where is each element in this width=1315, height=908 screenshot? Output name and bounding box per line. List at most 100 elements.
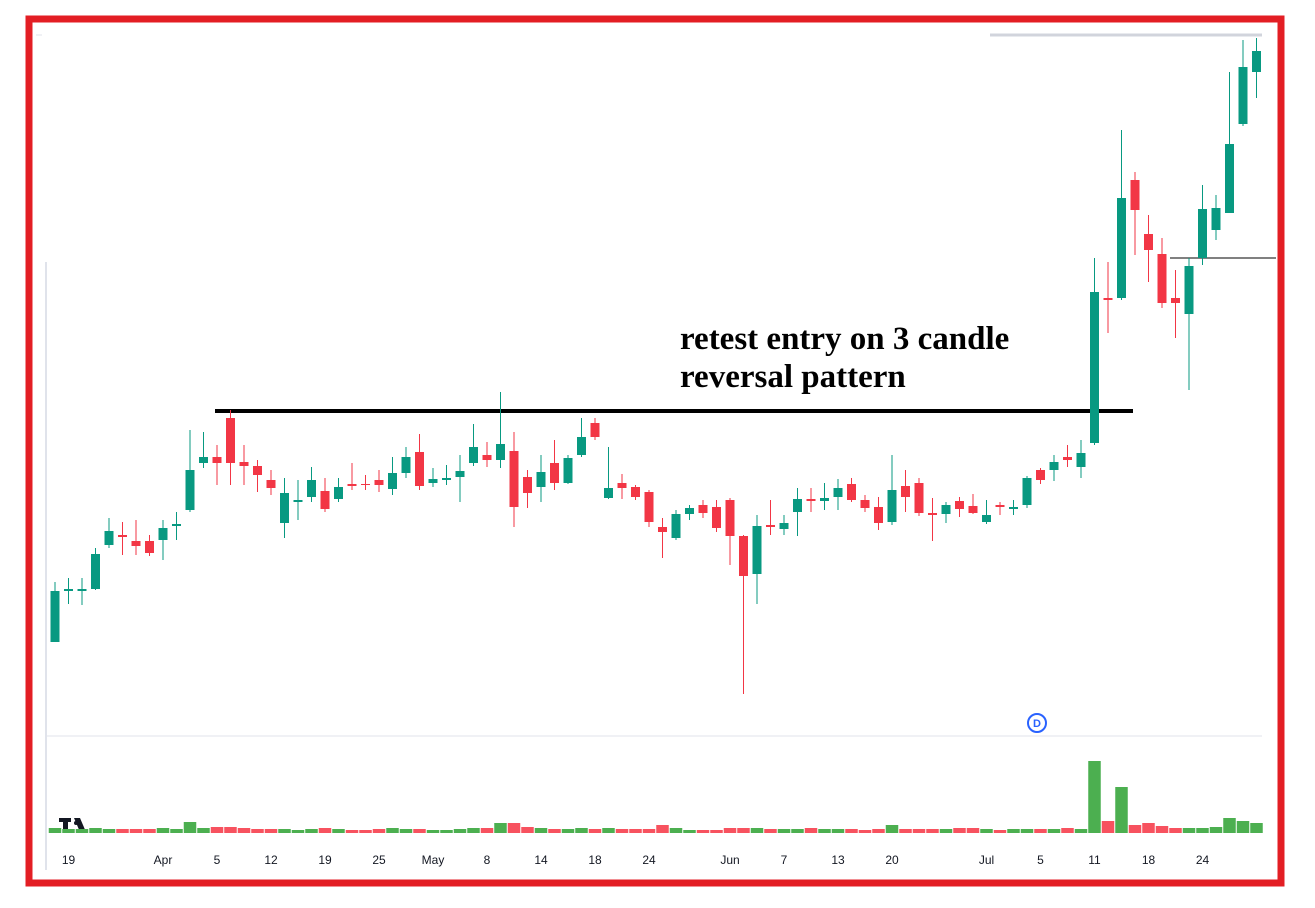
dividend-marker[interactable] <box>1027 713 1047 733</box>
candle-body <box>1117 198 1126 298</box>
volume-bar <box>345 830 359 833</box>
x-tick-label: 13 <box>831 853 845 867</box>
volume-bar <box>966 828 980 833</box>
volume-bar <box>575 828 588 833</box>
volume-bar <box>372 829 386 833</box>
candle-body <box>928 513 937 515</box>
candle-body <box>1022 478 1032 505</box>
volume-bar <box>480 828 494 833</box>
candle-body <box>469 447 478 463</box>
candle-body <box>104 531 114 545</box>
x-tick-label: 7 <box>781 853 788 867</box>
x-tick-label: 11 <box>1088 853 1101 867</box>
volume-bar <box>1007 829 1020 833</box>
candle-body <box>91 554 100 589</box>
volume-bar <box>845 829 858 833</box>
volume-bar <box>116 829 129 833</box>
volume-bar <box>156 828 170 833</box>
volume-bar <box>507 823 521 833</box>
volume-bar <box>669 828 683 833</box>
candle-body <box>50 591 60 642</box>
volume-bar <box>521 827 534 833</box>
annotation-line: retest entry on 3 candle <box>680 321 1009 357</box>
volume-bar <box>386 828 399 833</box>
candle-body <box>77 589 87 591</box>
candle-body <box>820 498 829 501</box>
candle-body <box>307 480 316 497</box>
volume-bar <box>305 829 318 833</box>
candle-body <box>941 505 951 514</box>
volume-bar <box>278 829 291 833</box>
candle-body <box>604 488 613 498</box>
candle-body <box>982 515 991 522</box>
candle-body <box>482 455 492 460</box>
candle-body <box>1103 298 1113 300</box>
candle-body <box>1157 254 1167 303</box>
candle-body <box>536 472 546 487</box>
volume-bar <box>1128 825 1142 833</box>
candle-body <box>145 541 154 553</box>
candle-body <box>320 491 330 509</box>
candle-body <box>523 477 532 493</box>
candle-body <box>685 508 694 514</box>
x-tick-label: 12 <box>264 853 278 867</box>
x-tick-label: 19 <box>62 853 76 867</box>
volume-bar <box>89 828 102 833</box>
candle-body <box>455 471 465 477</box>
volume-bar <box>1034 829 1047 833</box>
volume-bar <box>129 829 143 833</box>
candle-body <box>847 484 856 500</box>
x-tick-label: 24 <box>642 853 656 867</box>
candle-body <box>64 589 73 591</box>
candle-body <box>334 487 343 499</box>
volume-bar <box>750 828 764 833</box>
annotation-line: reversal pattern <box>680 359 906 395</box>
dividend-marker-label: D <box>1033 718 1041 730</box>
candle-body <box>1252 51 1261 72</box>
candle-body <box>118 535 127 537</box>
volume-bar <box>183 822 197 833</box>
volume-bar <box>912 829 926 833</box>
x-tick-label: Jun <box>720 853 739 867</box>
candle-body <box>914 483 924 513</box>
candle-body <box>131 541 141 546</box>
x-tick-label: 20 <box>885 853 899 867</box>
x-tick-label: 18 <box>588 853 602 867</box>
logo <box>59 818 86 832</box>
candle-body <box>617 483 627 488</box>
volume-bar <box>399 829 413 833</box>
volume-bar <box>723 828 737 833</box>
candle-body <box>860 500 870 508</box>
volume-bar <box>804 828 818 833</box>
volume-bar <box>143 829 156 833</box>
volume-bar <box>1101 821 1115 833</box>
candle-body <box>442 478 451 480</box>
volume-bar <box>602 828 615 833</box>
candle-body <box>158 528 168 540</box>
volume-bar <box>48 828 62 833</box>
volume-bar <box>683 830 696 833</box>
candle-body <box>199 457 208 463</box>
volume-bar <box>980 829 993 833</box>
volume-bar <box>170 829 183 833</box>
candle-body <box>712 507 721 528</box>
candle-body <box>415 452 424 486</box>
volume-bar <box>953 828 966 833</box>
volume-bar <box>993 830 1007 833</box>
volume-bar <box>791 829 804 833</box>
volume-bar <box>818 829 831 833</box>
candle-body <box>239 462 249 466</box>
candle-body <box>347 484 357 486</box>
volume-bar <box>737 828 750 833</box>
volume-bar <box>764 829 777 833</box>
volume-bar <box>1169 828 1182 833</box>
volume-bar <box>1020 829 1034 833</box>
candle-body <box>1063 457 1072 460</box>
candle-body <box>509 451 519 507</box>
volume-bar <box>1061 828 1074 833</box>
volume-bar <box>777 829 791 833</box>
volume-bar <box>939 829 953 833</box>
volume-bar <box>885 825 899 833</box>
